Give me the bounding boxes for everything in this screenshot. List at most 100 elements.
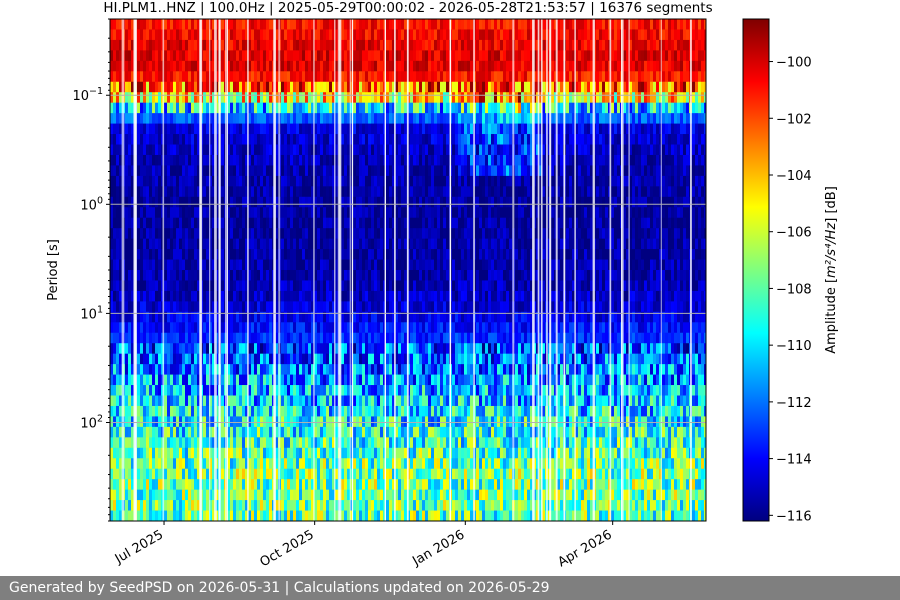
spectrogram-cell <box>248 154 251 167</box>
spectrogram-cell <box>284 270 287 282</box>
spectrogram-cell <box>176 353 179 365</box>
spectrogram-cell <box>146 102 149 114</box>
spectrogram-cell <box>335 405 338 418</box>
spectrogram-cell <box>251 332 254 344</box>
spectrogram-cell <box>284 102 287 114</box>
spectrogram-cell <box>113 343 116 355</box>
spectrogram-cell <box>365 343 368 355</box>
spectrogram-cell <box>284 426 287 438</box>
spectrogram-cell <box>287 405 290 418</box>
spectrogram-cell <box>254 437 257 449</box>
spectrogram-cell <box>131 259 134 271</box>
spectrogram-cell <box>125 280 128 292</box>
spectrogram-cell <box>254 290 257 302</box>
spectrogram-cell <box>245 228 248 240</box>
spectrogram-cell <box>398 165 401 177</box>
spectrogram-cell <box>236 489 239 501</box>
spectrogram-cell <box>137 385 140 397</box>
spectrogram-cell <box>242 468 245 480</box>
spectrogram-cell <box>227 228 230 240</box>
spectrogram-cell <box>248 270 251 282</box>
spectrogram-cell <box>317 19 320 31</box>
spectrogram-cell <box>137 71 140 83</box>
spectrogram-cell <box>110 154 113 167</box>
spectrogram-cell <box>350 196 353 208</box>
spectrogram-cell <box>251 280 254 292</box>
spectrogram-cell <box>236 301 239 313</box>
spectrogram-cell <box>395 374 398 386</box>
spectrogram-cell <box>398 500 401 512</box>
spectrogram-cell <box>176 468 179 480</box>
spectrogram-cell <box>350 426 353 438</box>
spectrogram-cell <box>383 343 386 355</box>
spectrogram-cell <box>137 332 140 344</box>
spectrogram-cell <box>380 385 383 397</box>
spectrogram-cell <box>203 416 206 428</box>
spectrogram-cell <box>290 71 293 83</box>
spectrogram-cell <box>113 102 116 114</box>
spectrogram-cell <box>413 405 416 418</box>
spectrogram-cell <box>263 311 266 323</box>
spectrogram-cell <box>182 186 185 198</box>
spectrogram-cell <box>182 19 185 31</box>
spectrogram-cell <box>386 270 389 282</box>
spectrogram-cell <box>287 385 290 397</box>
spectrogram-cell <box>221 374 224 386</box>
spectrogram-cell <box>170 92 173 104</box>
spectrogram-cell <box>320 29 323 41</box>
spectrogram-cell <box>374 71 377 83</box>
spectrogram-cell <box>362 39 365 51</box>
spectrogram-cell <box>236 447 239 459</box>
spectrogram-cell <box>176 301 179 313</box>
spectrogram-cell <box>140 395 143 407</box>
spectrogram-cell <box>140 102 143 114</box>
spectrogram-cell <box>320 238 323 250</box>
spectrogram-cell <box>284 165 287 177</box>
spectrogram-cell <box>398 259 401 271</box>
spectrogram-column <box>296 19 299 521</box>
spectrogram-cell <box>413 154 416 167</box>
spectrogram-cell <box>164 489 167 501</box>
spectrogram-cell <box>302 437 305 449</box>
spectrogram-cell <box>176 426 179 438</box>
spectrogram-cell <box>401 217 404 229</box>
spectrogram-cell <box>158 290 161 302</box>
spectrogram-cell <box>317 175 320 187</box>
spectrogram-cell <box>113 353 116 365</box>
spectrogram-cell <box>359 92 362 104</box>
spectrogram-cell <box>245 395 248 407</box>
spectrogram-cell <box>329 228 332 240</box>
spectrogram-cell <box>344 353 347 365</box>
spectrogram-cell <box>239 364 242 376</box>
spectrogram-cell <box>143 92 146 104</box>
spectrogram-cell <box>359 447 362 459</box>
spectrogram-cell <box>149 29 152 41</box>
spectrogram-cell <box>158 19 161 31</box>
spectrogram-cell <box>266 60 269 72</box>
spectrogram-cell <box>206 489 209 501</box>
spectrogram-cell <box>203 134 206 146</box>
spectrogram-cell <box>140 458 143 470</box>
spectrogram-cell <box>320 228 323 240</box>
spectrogram-cell <box>113 154 116 167</box>
spectrogram-cell <box>197 60 200 72</box>
spectrogram-cell <box>137 270 140 282</box>
spectrogram-cell <box>146 39 149 51</box>
spectrogram-column <box>230 19 233 521</box>
spectrogram-cell <box>299 113 302 125</box>
spectrogram-cell <box>203 500 206 512</box>
spectrogram-cell <box>137 395 140 407</box>
spectrogram-cell <box>308 395 311 407</box>
spectrogram-cell <box>341 39 344 51</box>
spectrogram-cell <box>383 458 386 470</box>
spectrogram-cell <box>239 92 242 104</box>
spectrogram-cell <box>197 437 200 449</box>
spectrogram-cell <box>137 500 140 512</box>
spectrogram-cell <box>155 175 158 187</box>
spectrogram-cell <box>128 249 131 261</box>
spectrogram-cell <box>248 343 251 355</box>
spectrogram-cell <box>254 280 257 292</box>
spectrogram-cell <box>164 154 167 167</box>
spectrogram-cell <box>365 353 368 365</box>
spectrogram-cell <box>149 343 152 355</box>
